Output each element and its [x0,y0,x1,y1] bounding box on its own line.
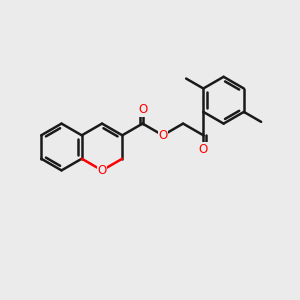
Text: O: O [98,164,107,177]
Text: O: O [138,103,147,116]
Text: O: O [158,129,167,142]
Text: O: O [199,143,208,156]
